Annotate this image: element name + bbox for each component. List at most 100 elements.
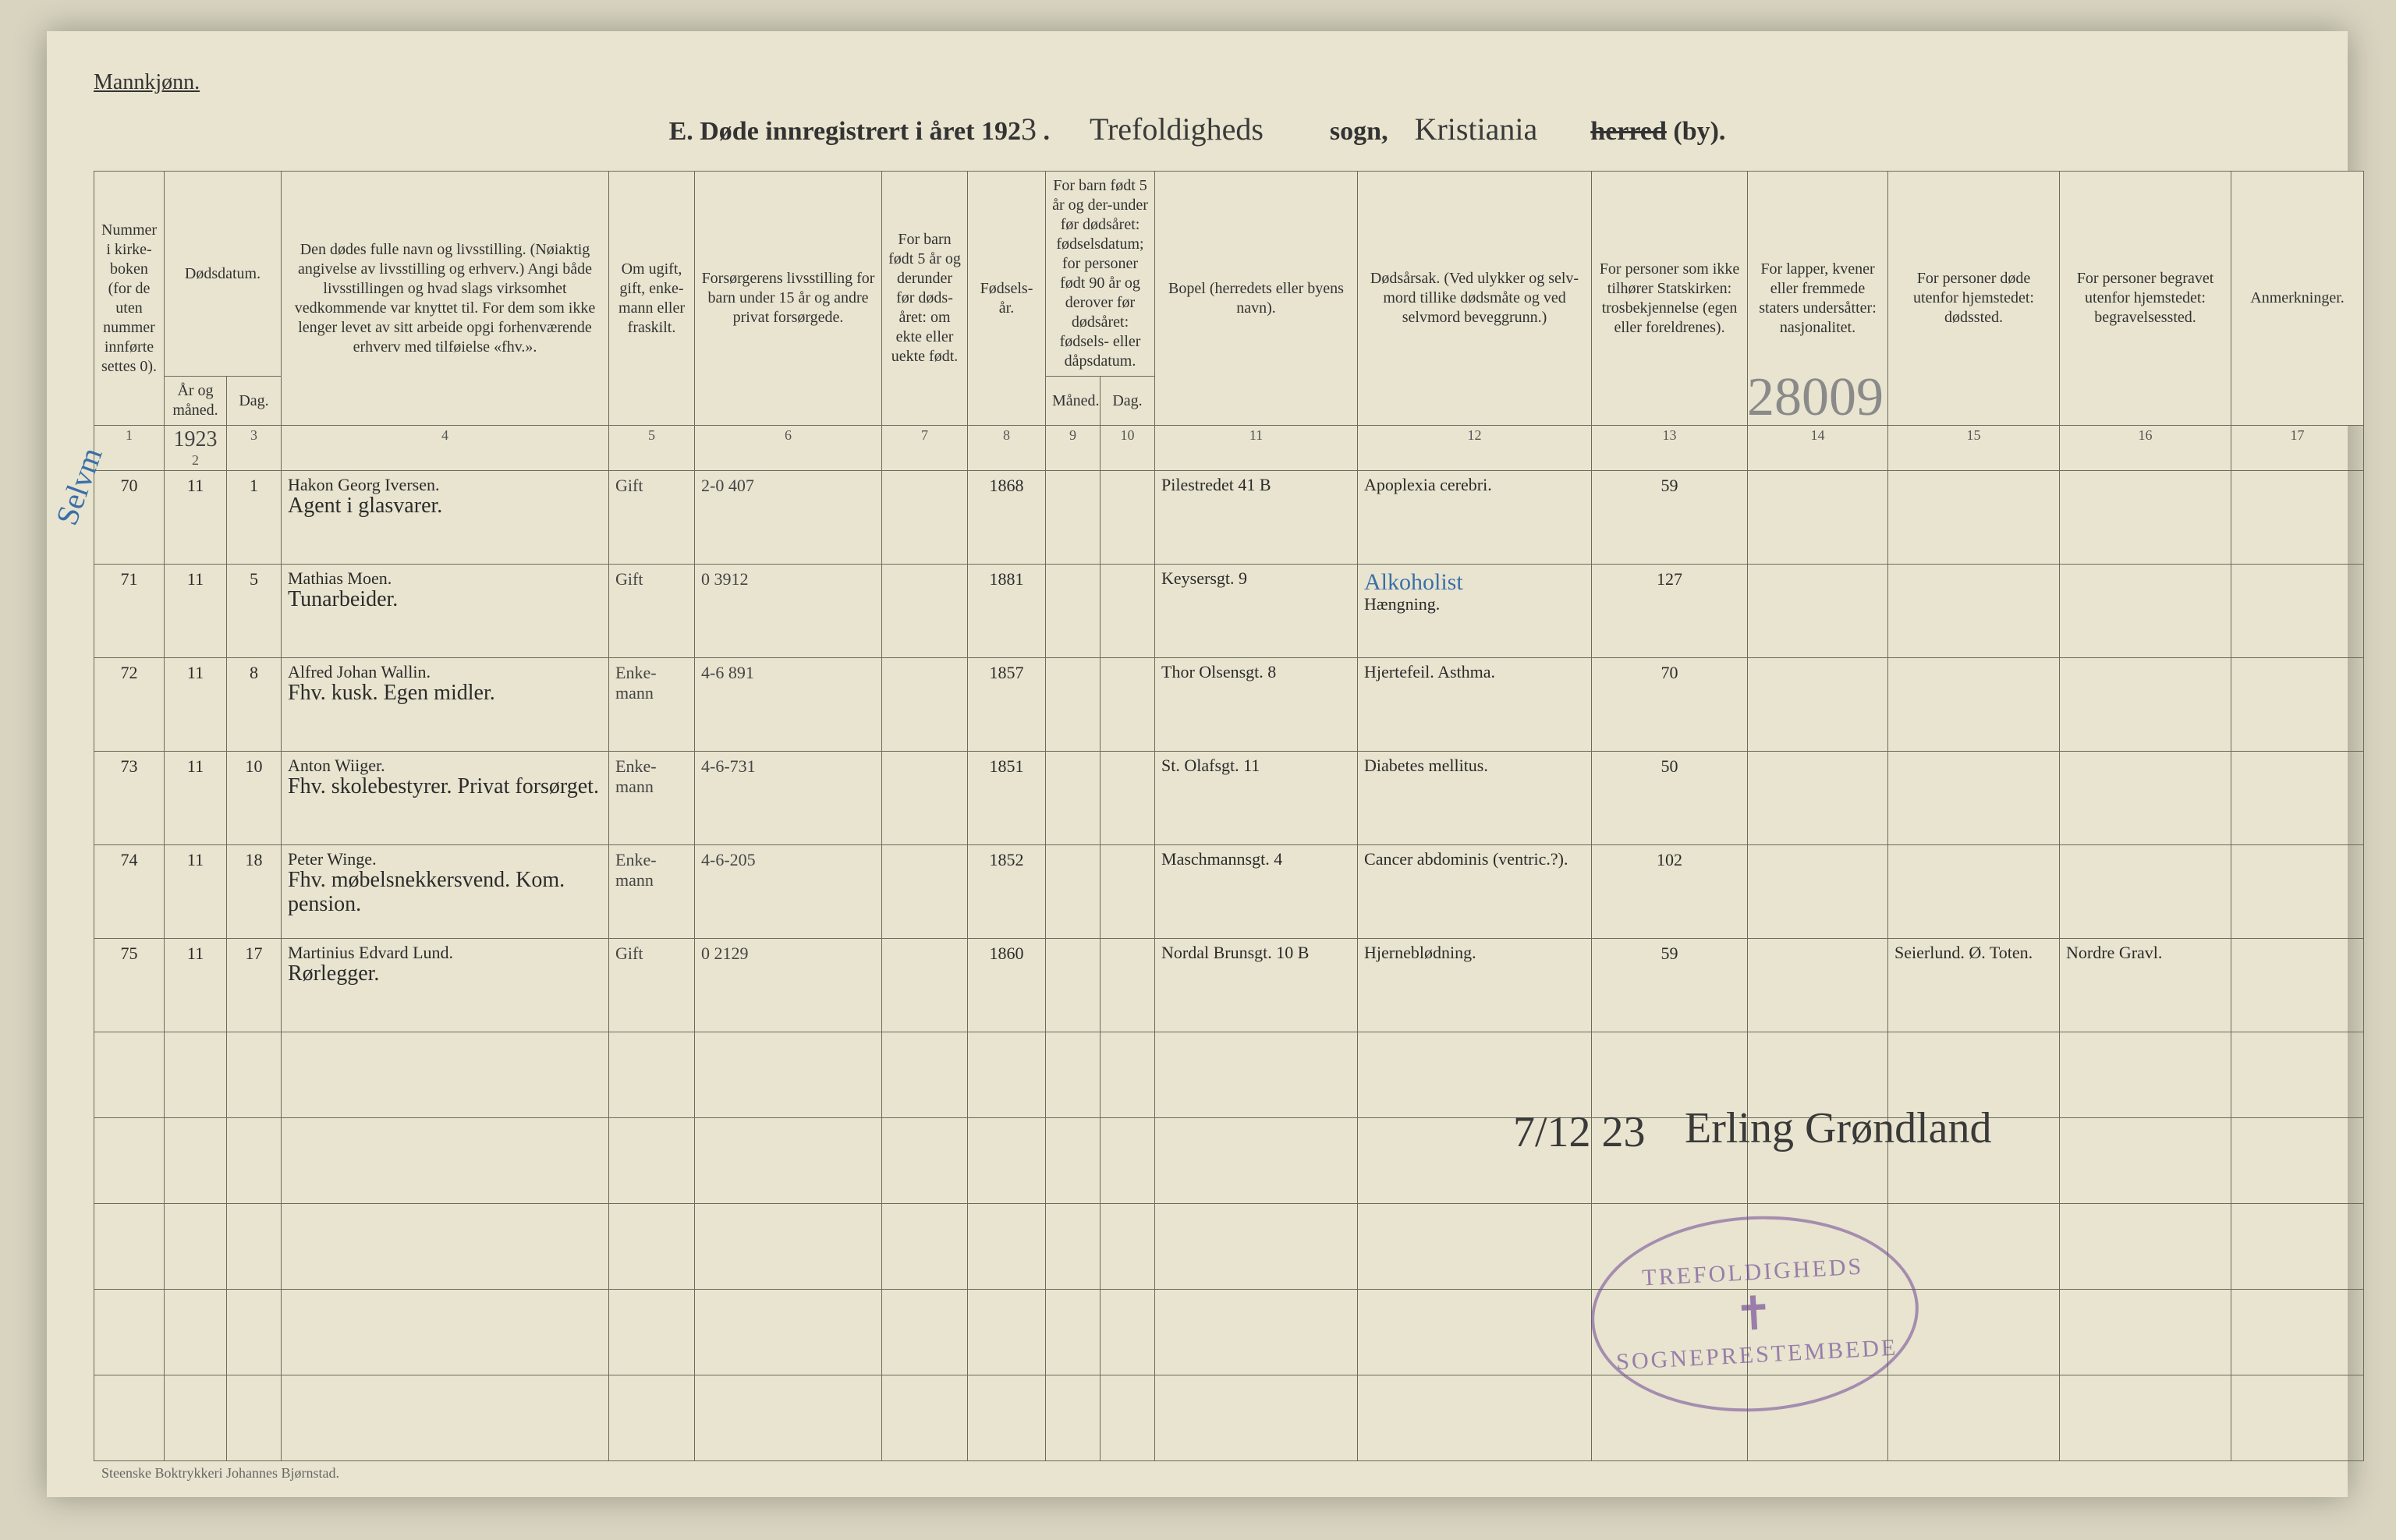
cell	[1101, 1032, 1155, 1118]
cell	[609, 1290, 695, 1375]
cell: 8	[227, 658, 282, 752]
cell	[1046, 1032, 1101, 1118]
table-row	[94, 1375, 2364, 1461]
cell: 127	[1592, 565, 1748, 658]
table-row: 751117Martinius Edvard Lund.Rørlegger.Gi…	[94, 939, 2364, 1032]
gender-label: Mannkjønn.	[94, 70, 2301, 95]
cell	[2231, 1204, 2364, 1290]
cell: 18	[227, 845, 282, 939]
cell	[1101, 1118, 1155, 1204]
table-row	[94, 1204, 2364, 1290]
table-row: 71115Mathias Moen.Tunarbeider.Gift0 3912…	[94, 565, 2364, 658]
cell: 4-6-731	[695, 752, 882, 845]
cell	[968, 1032, 1046, 1118]
cell	[2060, 471, 2231, 565]
cell: 4-6 891	[695, 658, 882, 752]
cell	[282, 1204, 609, 1290]
cell: 11	[165, 939, 227, 1032]
cell	[1046, 1118, 1101, 1204]
title-prefix: E. Døde innregistrert i året 192	[669, 117, 1021, 146]
col-header: For barn født 5 år og derunder før døds-…	[882, 172, 968, 426]
cell	[2231, 845, 2364, 939]
cell	[2231, 1290, 2364, 1375]
column-number-row: 11923234567891011121314151617	[94, 426, 2364, 471]
cell: 70	[94, 471, 165, 565]
cell	[968, 1204, 1046, 1290]
cell: 1868	[968, 471, 1046, 565]
cell: Gift	[609, 939, 695, 1032]
cell: 0 2129	[695, 939, 882, 1032]
cell	[1748, 565, 1888, 658]
cell	[882, 471, 968, 565]
cell	[1155, 1204, 1358, 1290]
cell	[968, 1375, 1046, 1461]
cell: Anton Wiiger.Fhv. skolebestyrer. Privat …	[282, 752, 609, 845]
printer-footer: Steenske Boktrykkeri Johannes Bjørnstad.	[101, 1465, 339, 1482]
col-subheader: Måned.	[1046, 377, 1101, 426]
table-row: 70111Hakon Georg Iversen.Agent i glasvar…	[94, 471, 2364, 565]
cell: Maschmannsgt. 4	[1155, 845, 1358, 939]
table-row	[94, 1118, 2364, 1204]
by-label: (by).	[1673, 117, 1725, 146]
cell: 59	[1592, 939, 1748, 1032]
cell: Hakon Georg Iversen.Agent i glasvarer.	[282, 471, 609, 565]
col-header: Anmerkninger.	[2231, 172, 2364, 426]
col-header: Dødsårsak. (Ved ulykker og selv-mord til…	[1358, 172, 1592, 426]
cell	[1046, 1375, 1101, 1461]
cell: 59	[1592, 471, 1748, 565]
cell	[1046, 845, 1101, 939]
cell: AlkoholistHængning.	[1358, 565, 1592, 658]
cell: Nordre Gravl.	[2060, 939, 2231, 1032]
cell	[1046, 658, 1101, 752]
cell	[695, 1375, 882, 1461]
pencil-annotation: 28009	[1747, 366, 1884, 429]
cell: 10	[227, 752, 282, 845]
cell	[165, 1290, 227, 1375]
cell: Enke-mann	[609, 658, 695, 752]
cell	[2060, 658, 2231, 752]
cell	[282, 1118, 609, 1204]
cell	[2060, 752, 2231, 845]
cell	[2060, 1032, 2231, 1118]
cell: Gift	[609, 565, 695, 658]
col-header: Fødsels-år.	[968, 172, 1046, 426]
cell	[882, 1204, 968, 1290]
col-subheader: Dag.	[227, 377, 282, 426]
cell: Alfred Johan Wallin.Fhv. kusk. Egen midl…	[282, 658, 609, 752]
cell: 2-0 407	[695, 471, 882, 565]
cell	[282, 1032, 609, 1118]
cell: 74	[94, 845, 165, 939]
cell	[1748, 471, 1888, 565]
title-year-digit: 3	[1021, 112, 1037, 147]
cell	[882, 1032, 968, 1118]
cell	[2060, 845, 2231, 939]
stamp-top-text: TREFOLDIGHEDS	[1642, 1254, 1864, 1292]
cell	[227, 1375, 282, 1461]
cell: Thor Olsensgt. 8	[1155, 658, 1358, 752]
cell	[1748, 752, 1888, 845]
ledger-table: Nummer i kirke-boken (for de uten nummer…	[94, 171, 2364, 1461]
cell	[882, 1118, 968, 1204]
cell	[1155, 1375, 1358, 1461]
cell	[1046, 1204, 1101, 1290]
cell	[1101, 845, 1155, 939]
cell	[94, 1290, 165, 1375]
table-row	[94, 1032, 2364, 1118]
cell: 50	[1592, 752, 1748, 845]
cell	[165, 1032, 227, 1118]
cell	[1155, 1118, 1358, 1204]
cell: Seierlund. Ø. Toten.	[1888, 939, 2060, 1032]
cell	[968, 1290, 1046, 1375]
cell	[2231, 471, 2364, 565]
cell	[227, 1032, 282, 1118]
cell	[1888, 845, 2060, 939]
cell: 5	[227, 565, 282, 658]
sogn-handwritten: Trefoldigheds	[1090, 112, 1264, 147]
col-header: For personer som ikke tilhører Statskirk…	[1592, 172, 1748, 426]
col-subheader: Dag.	[1101, 377, 1155, 426]
cell	[165, 1118, 227, 1204]
cell	[1101, 565, 1155, 658]
cell: Martinius Edvard Lund.Rørlegger.	[282, 939, 609, 1032]
cell: 17	[227, 939, 282, 1032]
cell	[882, 1375, 968, 1461]
